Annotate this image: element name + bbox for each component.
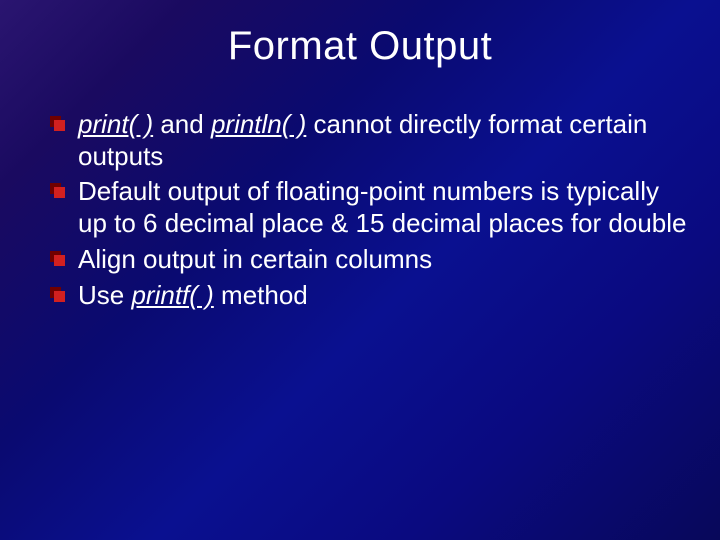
item-text: Use xyxy=(78,280,131,310)
bullet-icon xyxy=(50,251,65,266)
list-item: print( ) and println( ) cannot directly … xyxy=(50,109,690,172)
list-item: Use printf( ) method xyxy=(50,280,690,312)
emphasis-text: println( ) xyxy=(211,109,306,139)
bullet-icon xyxy=(50,287,65,302)
item-text: Align output in certain columns xyxy=(78,244,432,274)
item-text: Default output of floating-point numbers… xyxy=(78,176,686,238)
list-item: Align output in certain columns xyxy=(50,244,690,276)
bullet-icon xyxy=(50,183,65,198)
list-item: Default output of floating-point numbers… xyxy=(50,176,690,239)
item-text: and xyxy=(153,109,211,139)
emphasis-text: print( ) xyxy=(78,109,153,139)
emphasis-text: printf( ) xyxy=(131,280,213,310)
slide-title: Format Output xyxy=(0,0,720,69)
bullet-icon xyxy=(50,116,65,131)
item-text: method xyxy=(214,280,308,310)
slide: Format Output print( ) and println( ) ca… xyxy=(0,0,720,540)
slide-body: print( ) and println( ) cannot directly … xyxy=(0,69,720,311)
